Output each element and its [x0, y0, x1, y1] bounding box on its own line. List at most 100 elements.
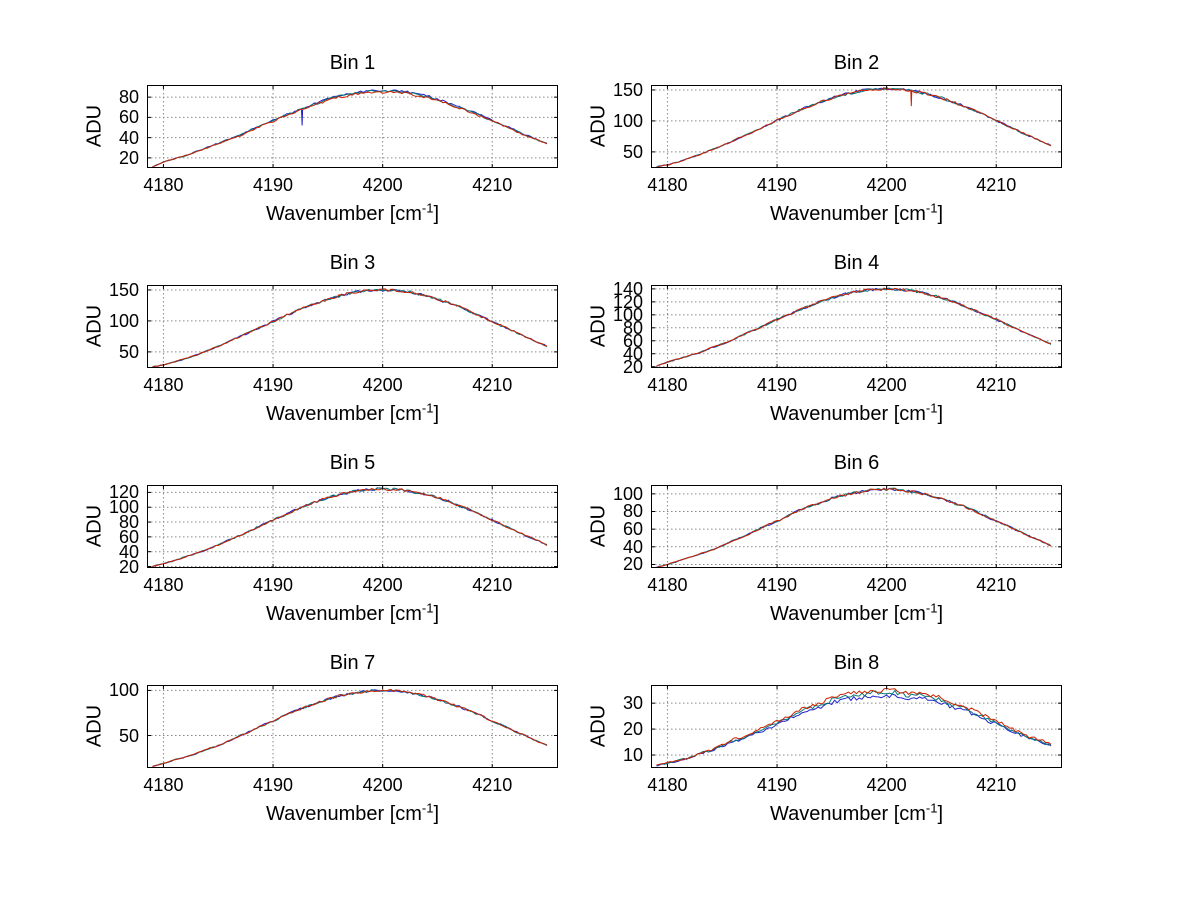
- y-tick-label: 100: [108, 680, 139, 701]
- y-tick-label: 20: [622, 554, 643, 575]
- y-tick-label: 100: [612, 304, 643, 325]
- x-tick-label: 4200: [362, 575, 403, 595]
- axes: [147, 685, 558, 768]
- y-tick-label: 50: [622, 141, 643, 162]
- y-tick-label: 20: [622, 356, 643, 377]
- x-tick-label: 4200: [362, 375, 403, 395]
- axes: [651, 85, 1062, 168]
- axes: [651, 685, 1062, 768]
- subplot-title: Bin 3: [329, 252, 376, 274]
- spike-artifact: [301, 109, 304, 126]
- x-tick-label: 4190: [757, 175, 798, 195]
- y-tick-label: 40: [622, 536, 643, 557]
- x-axis-label-end: ]: [937, 803, 944, 825]
- x-tick-label: 4210: [976, 575, 1017, 595]
- trace-teal: [152, 90, 548, 168]
- x-axis-label-main: Wavenumber [cm: [769, 803, 926, 825]
- x-axis-label: Wavenumber [cm-1]: [147, 400, 558, 426]
- axes: [147, 85, 558, 168]
- subplot-title: Bin 7: [329, 652, 376, 674]
- subplot-title: Bin 6: [833, 452, 880, 474]
- x-axis-label: Wavenumber [cm-1]: [147, 800, 558, 826]
- subplot-bin-7: Bin 7 ADU 50 100 4180 4190 4200 4210 Wavenum…: [84, 652, 558, 825]
- y-tick-label: 60: [622, 330, 643, 351]
- axes-border: [147, 85, 558, 168]
- y-tick-label: 60: [118, 526, 139, 547]
- y-tick-label: 120: [108, 482, 139, 503]
- axes-border: [651, 685, 1062, 768]
- y-tick-label: 140: [612, 278, 643, 299]
- x-tick-label: 4190: [757, 575, 798, 595]
- axes: [147, 285, 558, 368]
- axes-border: [651, 85, 1062, 168]
- x-axis-label-superscript: -1: [925, 800, 938, 816]
- y-tick-label: 80: [118, 87, 139, 108]
- y-tick-label: 120: [612, 291, 643, 312]
- x-tick-label: 4190: [253, 175, 294, 195]
- y-tick-label: 40: [118, 541, 139, 562]
- x-tick-label: 4180: [143, 175, 184, 195]
- x-tick-label: 4210: [472, 375, 513, 395]
- x-tick-label: 4200: [362, 175, 403, 195]
- trace-red: [152, 688, 548, 767]
- x-axis-label-end: ]: [433, 203, 440, 225]
- x-tick-label: 4190: [757, 375, 798, 395]
- y-tick-label: 80: [118, 512, 139, 533]
- axes-border: [651, 285, 1062, 368]
- x-axis-label-main: Wavenumber [cm: [265, 803, 422, 825]
- x-axis-label-main: Wavenumber [cm: [265, 403, 422, 425]
- x-tick-label: 4190: [253, 375, 294, 395]
- trace-blue: [656, 487, 1052, 568]
- x-axis-label-superscript: -1: [925, 200, 938, 216]
- x-tick-label: 4180: [647, 375, 688, 395]
- y-tick-label: 150: [612, 79, 643, 100]
- x-axis-label-end: ]: [433, 803, 440, 825]
- trace-teal: [152, 288, 548, 368]
- subplot-bin-8: Bin 8 ADU 10 20 30 4180 4190 4200 4210 Wavenu…: [588, 652, 1062, 825]
- axes-border: [147, 485, 558, 568]
- y-tick-label: 50: [118, 725, 139, 746]
- trace-teal: [656, 487, 1052, 568]
- y-tick-label: 100: [612, 110, 643, 131]
- x-axis-label: Wavenumber [cm-1]: [651, 601, 1062, 626]
- axes: [651, 285, 1062, 368]
- y-tick-label: 40: [622, 343, 643, 364]
- x-axis-label-end: ]: [937, 403, 944, 425]
- x-tick-label: 4190: [253, 775, 294, 795]
- x-axis-label-main: Wavenumber [cm: [265, 203, 422, 225]
- subplot-bin-6: Bin 6 ADU 20 40 60 80 100 4180 4190 4200 4210 W…: [588, 452, 1062, 625]
- x-axis-label-end: ]: [433, 403, 440, 425]
- x-axis-label-superscript: -1: [421, 600, 434, 616]
- trace-red: [656, 86, 1052, 168]
- x-tick-label: 4200: [362, 775, 403, 795]
- trace-red: [656, 487, 1052, 568]
- x-tick-label: 4210: [472, 775, 513, 795]
- axes-border: [651, 485, 1062, 568]
- trace-blue: [152, 89, 548, 168]
- trace-blue: [656, 87, 1052, 168]
- x-tick-label: 4200: [866, 575, 907, 595]
- subplot-title: Bin 4: [833, 252, 880, 274]
- x-axis-label-superscript: -1: [421, 400, 434, 416]
- y-tick-label: 60: [622, 519, 643, 540]
- x-tick-label: 4180: [647, 175, 688, 195]
- y-tick-label: 100: [612, 483, 643, 504]
- subplot-bin-3: Bin 3 ADU 50 100 150 4180 4190 4200 4210 Wave…: [84, 252, 558, 425]
- x-tick-label: 4190: [757, 775, 798, 795]
- x-axis-label-superscript: -1: [421, 200, 434, 216]
- y-tick-label: 60: [118, 107, 139, 128]
- x-axis-label-superscript: -1: [421, 800, 434, 816]
- y-tick-label: 40: [118, 127, 139, 148]
- x-tick-label: 4210: [976, 775, 1017, 795]
- trace-red: [152, 288, 548, 368]
- x-axis-label: Wavenumber [cm-1]: [651, 800, 1062, 826]
- x-axis-label: Wavenumber [cm-1]: [651, 401, 1062, 426]
- x-axis-label: Wavenumber [cm-1]: [147, 600, 558, 626]
- y-tick-label: 50: [118, 341, 139, 362]
- x-axis-label-end: ]: [937, 603, 944, 625]
- subplot-bin-1: Bin 1 ADU 20 40 60 80 4180 4190 4200 4210 Wave…: [84, 52, 558, 225]
- x-tick-label: 4180: [647, 575, 688, 595]
- x-tick-label: 4210: [472, 575, 513, 595]
- y-tick-label: 100: [108, 310, 139, 331]
